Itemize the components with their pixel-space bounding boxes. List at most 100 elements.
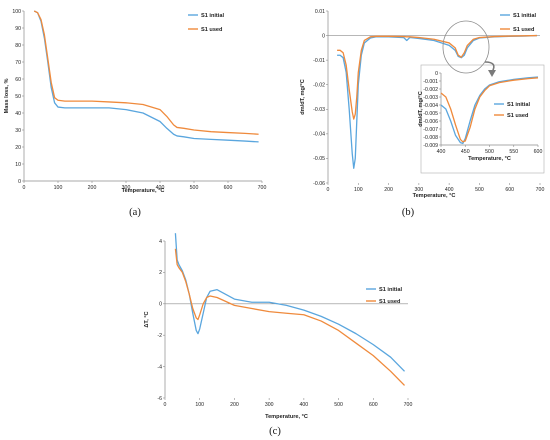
x-tick-label: 600 bbox=[534, 149, 543, 155]
x-tick-label: 0 bbox=[327, 187, 330, 193]
y-tick-label: -4 bbox=[157, 364, 162, 370]
y-axis-title: dm/dT, mg/°C bbox=[418, 91, 424, 127]
y-tick-label: 2 bbox=[159, 270, 162, 276]
legend-label: S1 used bbox=[201, 27, 223, 33]
legend-label: S1 initial bbox=[507, 102, 530, 108]
y-tick-label: -0.004 bbox=[423, 103, 438, 109]
y-tick-label: 0 bbox=[322, 33, 325, 39]
panel-label-a: (a) bbox=[129, 207, 141, 218]
x-tick-label: 0 bbox=[23, 185, 26, 191]
series-line-s1-used bbox=[174, 248, 405, 386]
y-tick-label: -0.008 bbox=[423, 135, 438, 141]
series-line-s1-used bbox=[33, 10, 259, 135]
chart-a-mass-loss: 0 10 20 30 40 50 60 70 80 90 100 0 100 200 300 400 500 60… bbox=[4, 9, 266, 194]
chart-b-dtg: 0.010-0.01-0.02-0.03-0.04-0.05-0.060 100 2… bbox=[300, 9, 544, 199]
y-tick-label: 70 bbox=[15, 60, 21, 66]
y-tick-label: -0.04 bbox=[313, 132, 325, 138]
y-tick-label: 40 bbox=[15, 111, 21, 117]
x-axis-title: Temperature, °C bbox=[413, 193, 456, 199]
y-tick-label: -0.003 bbox=[423, 95, 438, 101]
zoom-ellipse bbox=[442, 20, 490, 74]
x-tick-label: 500 bbox=[485, 149, 494, 155]
x-tick-label: 200 bbox=[88, 185, 97, 191]
y-tick-label: -0.006 bbox=[423, 119, 438, 125]
x-tick-label: 100 bbox=[354, 187, 363, 193]
y-axis-title: dm/dT, mg/°C bbox=[300, 79, 306, 115]
x-axis-title: Temperature, °C bbox=[122, 188, 165, 194]
y-tick-label: -0.03 bbox=[313, 107, 325, 113]
series-line-s1-initial bbox=[33, 10, 259, 143]
y-tick-label: 80 bbox=[15, 43, 21, 49]
x-tick-label: 500 bbox=[334, 402, 343, 408]
x-tick-label: 500 bbox=[190, 185, 199, 191]
y-tick-label: 20 bbox=[15, 145, 21, 151]
series-line-s1-initial bbox=[174, 233, 405, 372]
y-tick-label: 4 bbox=[159, 239, 162, 245]
x-tick-label: 100 bbox=[195, 402, 204, 408]
y-tick-label: -6 bbox=[157, 396, 162, 402]
legend-label: S1 used bbox=[513, 27, 535, 33]
legend-label: S1 initial bbox=[201, 13, 224, 19]
y-tick-label: 0 bbox=[18, 179, 21, 185]
y-tick-label: 100 bbox=[12, 9, 21, 15]
x-tick-label: 500 bbox=[475, 187, 484, 193]
y-tick-label: -2 bbox=[157, 333, 162, 339]
x-tick-label: 300 bbox=[265, 402, 274, 408]
y-tick-label: 50 bbox=[15, 94, 21, 100]
legend-label: S1 initial bbox=[379, 287, 402, 293]
panel-label-c: (c) bbox=[269, 426, 281, 437]
chart-b-inset-zoom: 0 -0.001 -0.002 -0.003 -0.004 -0.005 -0.006 -0.… bbox=[418, 64, 545, 174]
x-tick-label: 450 bbox=[461, 149, 470, 155]
y-tick-label: 0.01 bbox=[315, 9, 325, 15]
y-tick-label: 60 bbox=[15, 77, 21, 83]
x-tick-label: 200 bbox=[230, 402, 239, 408]
y-axis-title: ΔT, °C bbox=[144, 311, 150, 327]
y-tick-label: -0.007 bbox=[423, 127, 438, 133]
y-tick-label: 90 bbox=[15, 26, 21, 32]
x-tick-label: 700 bbox=[258, 185, 267, 191]
series-line-s1-used bbox=[337, 34, 537, 120]
x-tick-label: 100 bbox=[54, 185, 63, 191]
x-tick-label: 400 bbox=[300, 402, 309, 408]
y-tick-label: -0.002 bbox=[423, 87, 438, 93]
zoom-arrow-head bbox=[488, 70, 496, 77]
y-tick-label: -0.001 bbox=[423, 79, 438, 85]
y-tick-label: -0.009 bbox=[423, 143, 438, 149]
x-tick-label: 700 bbox=[536, 187, 545, 193]
zoom-annotation bbox=[442, 20, 496, 77]
y-tick-label: 30 bbox=[15, 128, 21, 134]
inset-frame bbox=[420, 64, 545, 174]
y-tick-label: -0.02 bbox=[313, 83, 325, 89]
x-tick-label: 600 bbox=[369, 402, 378, 408]
y-tick-label: -0.06 bbox=[313, 181, 325, 187]
x-axis-title: Temperature, °C bbox=[265, 414, 308, 420]
x-tick-label: 600 bbox=[224, 185, 233, 191]
x-tick-label: 550 bbox=[509, 149, 518, 155]
x-tick-label: 0 bbox=[164, 402, 167, 408]
x-tick-label: 600 bbox=[505, 187, 514, 193]
y-tick-label: 0 bbox=[435, 71, 438, 77]
x-tick-label: 200 bbox=[384, 187, 393, 193]
y-tick-label: -0.01 bbox=[313, 58, 325, 64]
legend-label: S1 used bbox=[507, 113, 529, 119]
y-tick-label: 10 bbox=[15, 162, 21, 168]
x-tick-label: 700 bbox=[404, 402, 413, 408]
x-axis-title: Temperature, °C bbox=[468, 156, 511, 162]
chart-c-dta: 420-2-4-60 100 200 300 400 500 600 700Temperatu… bbox=[144, 233, 412, 420]
series-line-s1-used bbox=[440, 77, 539, 143]
legend-label: S1 used bbox=[379, 299, 401, 305]
x-tick-label: 300 bbox=[415, 187, 424, 193]
panel-label-b: (b) bbox=[402, 207, 415, 218]
legend-label: S1 initial bbox=[513, 13, 536, 19]
y-tick-label: -0.005 bbox=[423, 111, 438, 117]
y-tick-label: 0 bbox=[159, 302, 162, 308]
x-tick-label: 400 bbox=[445, 187, 454, 193]
x-tick-label: 400 bbox=[156, 185, 165, 191]
y-tick-label: -0.05 bbox=[313, 156, 325, 162]
y-axis-title: Mass loss, % bbox=[4, 79, 10, 114]
x-tick-label: 400 bbox=[437, 149, 446, 155]
series-line-s1-initial bbox=[440, 76, 539, 145]
series-line-s1-initial bbox=[337, 34, 537, 169]
x-tick-label: 300 bbox=[122, 185, 131, 191]
